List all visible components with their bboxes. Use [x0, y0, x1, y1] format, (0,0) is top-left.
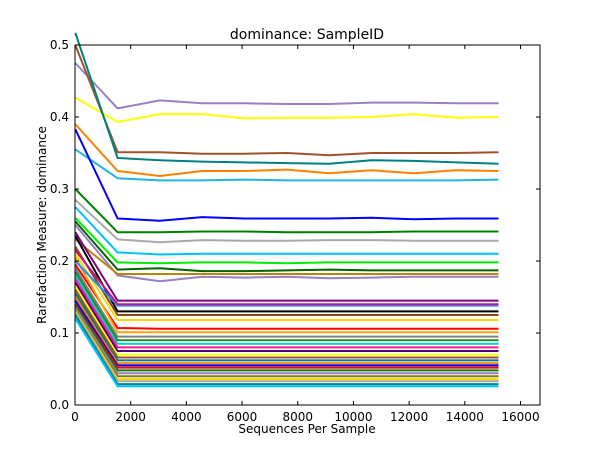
series-line-21 — [74, 260, 499, 307]
series-line-17 — [74, 253, 499, 321]
series-line-34 — [74, 305, 499, 372]
x-tick-label: 0 — [71, 410, 79, 424]
y-tick-label: 0.4 — [50, 110, 69, 124]
series-line-20 — [74, 256, 499, 334]
series-line-8 — [74, 188, 499, 234]
series-line-2 — [74, 96, 499, 123]
series-line-15 — [74, 231, 499, 302]
x-tick-label: 12000 — [390, 410, 428, 424]
series-line-38 — [74, 312, 499, 383]
series-line-14 — [74, 238, 499, 275]
series-line-9 — [74, 199, 499, 244]
series-line-26 — [74, 278, 499, 349]
series-line-1 — [74, 62, 499, 110]
series-line-31 — [74, 296, 499, 365]
series-line-3 — [74, 44, 499, 157]
y-tick-label: 0.2 — [50, 254, 69, 268]
series-line-11 — [74, 217, 499, 265]
series-line-6 — [74, 148, 499, 182]
plot-frame — [74, 44, 541, 406]
tick-layer: 0 2000 4000 6000 8000 10000 12000 14000 16000 0.0… — [50, 38, 540, 424]
y-tick-label: 0.1 — [50, 326, 69, 340]
series-line-23 — [74, 267, 499, 338]
series-line-35 — [74, 307, 499, 375]
series-line-30 — [74, 292, 499, 362]
series-line-19 — [74, 264, 499, 330]
series-line-33 — [74, 303, 499, 369]
series-line-4 — [74, 32, 499, 165]
y-tick-label: 0.5 — [50, 38, 69, 52]
series-layer — [74, 32, 499, 388]
x-tick-label: 8000 — [282, 410, 313, 424]
series-line-13 — [74, 220, 499, 273]
x-axis-label: Sequences Per Sample — [238, 422, 375, 436]
series-line-36 — [74, 309, 499, 378]
series-line-22 — [74, 249, 499, 306]
series-line-12 — [74, 224, 499, 283]
series-line-27 — [74, 282, 499, 352]
series-line-32 — [74, 300, 499, 367]
series-line-39 — [74, 314, 499, 386]
series-line-10 — [74, 206, 499, 256]
series-line-28 — [74, 285, 499, 356]
y-tick-label: 0.3 — [50, 182, 69, 196]
x-tick-label: 16000 — [501, 410, 539, 424]
x-tick-label: 10000 — [334, 410, 372, 424]
series-line-40 — [74, 318, 499, 388]
series-line-18 — [74, 235, 499, 313]
series-line-16 — [74, 246, 499, 316]
series-line-25 — [74, 274, 499, 345]
series-line-5 — [74, 123, 499, 177]
x-tick-label: 6000 — [227, 410, 258, 424]
series-line-37 — [74, 310, 499, 381]
series-line-7 — [74, 128, 499, 222]
y-axis-label: Rarefaction Measure: dominance — [35, 126, 49, 324]
x-tick-label: 4000 — [171, 410, 202, 424]
x-tick-label: 14000 — [446, 410, 484, 424]
chart-title: dominance: SampleID — [230, 27, 384, 43]
x-tick-label: 2000 — [115, 410, 146, 424]
y-tick-label: 0.0 — [50, 398, 69, 412]
series-line-24 — [74, 271, 499, 342]
series-line-29 — [74, 289, 499, 359]
